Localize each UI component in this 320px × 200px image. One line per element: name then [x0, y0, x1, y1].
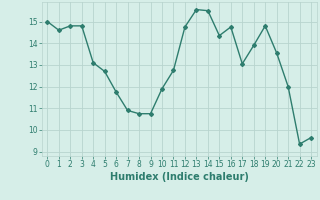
X-axis label: Humidex (Indice chaleur): Humidex (Indice chaleur)	[110, 172, 249, 182]
